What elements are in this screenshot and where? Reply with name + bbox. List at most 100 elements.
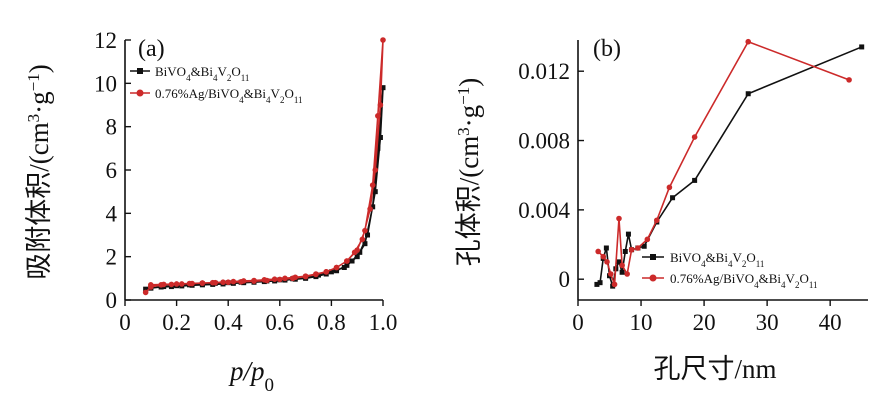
- panel-a-y-ticks: 0 2 4 6 8 10 12: [94, 28, 131, 313]
- panel-b-x-tick-label: 30: [756, 310, 779, 335]
- legend-b-label-1: BiVO4&Bi4V2O11: [670, 250, 764, 269]
- panel-a-series-2-point: [289, 275, 296, 282]
- panel-b-x-tick-label: 40: [819, 310, 842, 335]
- panel-a-series-2-point: [367, 206, 373, 212]
- panel-b-series-1-point: [745, 91, 751, 97]
- panel-a-series-2-point: [251, 278, 257, 284]
- panel-a-series-2-point: [238, 279, 244, 285]
- panel-a-x-tick-label: 0.2: [162, 310, 191, 335]
- panel-b-series-2-point: [846, 77, 852, 83]
- panel-a-series-1-point: [372, 189, 378, 195]
- panel-a-x-tick-label: 1.0: [369, 310, 398, 335]
- panel-a-series-2-point: [351, 249, 358, 256]
- panel-a-series-2-point: [362, 227, 368, 234]
- panel-a-x-ticks: 0 0.2 0.4 0.6 0.8 1.0: [119, 300, 397, 335]
- legend-a-marker-1: [137, 68, 143, 74]
- panel-a-series-2-point: [372, 167, 379, 173]
- panel-b-series-1-point: [597, 280, 603, 286]
- panel-a-series-1-point: [370, 204, 376, 210]
- legend-b-label-2: 0.76%Ag/BiVO4&Bi4V2O11: [670, 271, 818, 290]
- panel-a-y-tick-label: 12: [94, 28, 117, 53]
- panel-b-y-tick-label: 0.012: [518, 59, 570, 84]
- panel-b-series-2-line: [597, 40, 850, 286]
- panel-a-y-tick-label: 10: [94, 71, 117, 96]
- panel-b-series-1-point: [616, 259, 622, 265]
- legend-a-label-1: BiVO4&Bi4V2O11: [155, 64, 249, 83]
- panel-a-series-1-point: [377, 135, 383, 140]
- panel-a-series-2-point: [277, 276, 283, 283]
- panel-a-series-group: [142, 37, 386, 296]
- panel-a-series-1-point: [362, 241, 368, 247]
- panel-b-series-2-point: [607, 271, 614, 277]
- panel-a-x-tick-label: 0.8: [317, 310, 346, 335]
- panel-b-series-1-point: [622, 248, 628, 254]
- panel-a-series-2-point: [168, 281, 175, 288]
- panel-a-y-tick-label: 2: [106, 245, 118, 270]
- legend-b-marker-1: [650, 254, 656, 260]
- panel-a-x-tick-label: 0.4: [214, 310, 243, 335]
- panel-a-y-tick-label: 8: [106, 115, 118, 140]
- panel-a-series-2-point: [302, 273, 309, 280]
- panel-b-series-2-point: [644, 236, 651, 243]
- panel-b-legend: BiVO4&Bi4V2O11 0.76%Ag/BiVO4&Bi4V2O11: [642, 250, 818, 290]
- panel-b-series-1-point: [641, 243, 647, 249]
- panel-a-series-2-point: [220, 279, 226, 286]
- panel-a-series-2-point: [186, 280, 193, 287]
- panel-b-x-ticks: 0 10 20 30 40: [572, 300, 842, 335]
- panel-b-series-2-point: [745, 38, 752, 45]
- panel-a-series-1-point: [349, 258, 355, 264]
- panel-b-series-2-point: [624, 271, 630, 277]
- panel-b-series-2-point: [595, 248, 601, 255]
- panel-a-series-2-point: [375, 113, 381, 119]
- panel-b-y-tick-label: 0: [559, 267, 571, 292]
- panel-a-series-1-point: [341, 265, 347, 270]
- legend-b-marker-2: [649, 274, 657, 282]
- panel-b-series-1-point: [670, 195, 676, 201]
- panel-b-series-group: [594, 38, 865, 289]
- panel-b-series-1-point: [594, 281, 600, 287]
- panel-b-label: (b): [593, 36, 621, 62]
- panel-a-x-axis-title: p/p0: [228, 356, 274, 396]
- panel-a-y-tick-label: 4: [106, 201, 118, 226]
- panel-a-series-2-point: [271, 276, 278, 283]
- panel-b-series-2-point: [619, 262, 625, 269]
- panel-a-series-2-point: [212, 279, 219, 286]
- panel-b-x-axis-title: 孔尺寸/nm: [653, 354, 776, 384]
- panel-a-x-tick-label: 0: [119, 310, 131, 335]
- panel-a-series-1-point: [354, 254, 360, 260]
- panel-a-series-2-point: [333, 264, 340, 271]
- panel-a-series-2-point: [313, 271, 319, 278]
- panel-b-series-1-point: [859, 44, 865, 50]
- panel-b-y-tick-label: 0.008: [518, 129, 570, 154]
- panel-a-y-axis-title: 吸附体积/(cm3·g−1): [24, 64, 55, 280]
- panel-a: 0 0.2 0.4 0.6 0.8 1.0 0 2 4 6 8 10 12 (a) BiVO4&Bi4…: [24, 28, 398, 396]
- panel-a-series-2-point: [380, 37, 386, 43]
- panel-a-series-1-point: [344, 262, 350, 268]
- panel-b-y-tick-label: 0.004: [518, 198, 570, 223]
- panel-b: 0 10 20 30 40 0 0.004 0.008 0.012 (b) BiVO4&Bi4…: [454, 36, 868, 384]
- panel-a-series-2-point: [160, 281, 167, 288]
- panel-a-series-2-point: [264, 277, 270, 284]
- legend-a-marker-2: [136, 89, 144, 97]
- panel-b-y-axis-title: 孔体积/(cm3·g−1): [454, 78, 485, 267]
- panel-b-series-1-point: [603, 245, 609, 251]
- panel-a-series-2-point: [369, 182, 376, 188]
- panel-b-series-2-point: [600, 253, 607, 260]
- panel-a-series-2-point: [199, 280, 206, 286]
- panel-a-series-2-point: [230, 278, 237, 285]
- panel-b-series-2-point: [654, 217, 660, 224]
- panel-a-series-1-point: [380, 85, 386, 91]
- legend-a-label-2: 0.76%Ag/BiVO4&Bi4V2O11: [155, 86, 303, 105]
- panel-b-series-2-point: [666, 184, 673, 191]
- panel-a-series-2-point: [344, 258, 350, 264]
- panel-a-label: (a): [138, 36, 165, 62]
- panel-a-series-2-point: [282, 275, 288, 282]
- panel-b-series-1-point: [625, 231, 631, 237]
- panel-a-series-2-point: [173, 281, 180, 287]
- panel-a-y-tick-label: 0: [106, 288, 118, 313]
- panel-b-y-ticks: 0 0.004 0.008 0.012: [518, 59, 584, 292]
- panel-b-series-2-point: [628, 246, 635, 253]
- panel-b-series-1-point: [619, 269, 625, 275]
- panel-a-series-2-point: [225, 279, 231, 286]
